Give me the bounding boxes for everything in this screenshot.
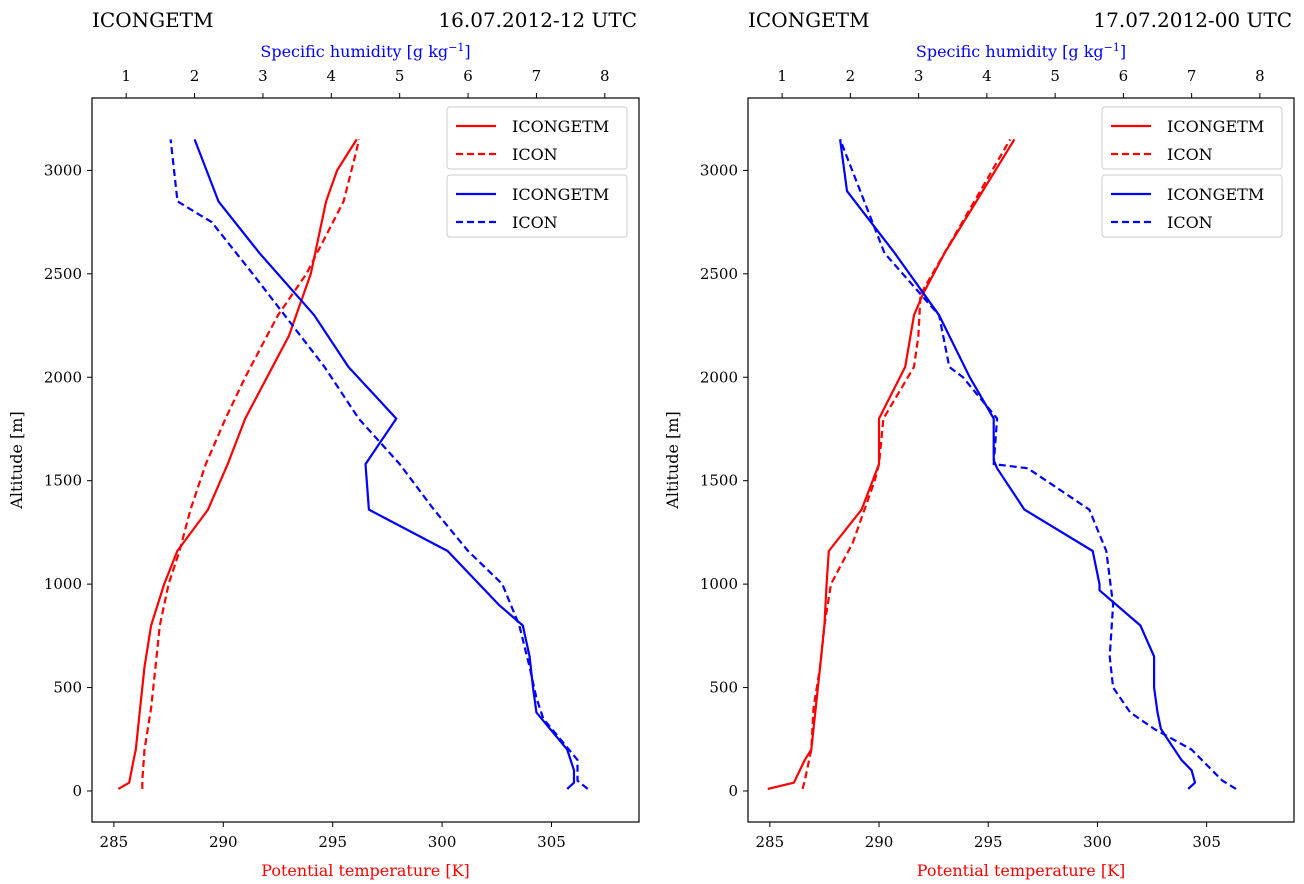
chart-panel-left: ICONGETM 16.07.2012-12 UTC Specific humidi… <box>7 8 640 880</box>
humidity-icon-line <box>839 138 1237 790</box>
x2-tick-label: 4 <box>327 67 337 85</box>
x-tick-label: 295 <box>974 833 1003 851</box>
x2-tick-label: 4 <box>982 67 992 85</box>
temperature-icon-line <box>141 139 360 789</box>
y-axis-label: Altitude [m] <box>663 411 682 509</box>
x2-axis-label: Specific humidity [g kg−1] <box>260 41 470 61</box>
x2-tick-label: 3 <box>258 67 268 85</box>
plot-frame <box>747 97 1295 823</box>
y-tick-label: 1000 <box>44 575 82 593</box>
y-tick-label: 500 <box>53 679 82 697</box>
y-tick-label: 3000 <box>700 161 738 179</box>
x2-tick-label: 5 <box>395 67 405 85</box>
y-tick-label: 2000 <box>44 368 82 386</box>
legend-label: ICON <box>512 145 558 164</box>
x-tick-label: 300 <box>1083 833 1112 851</box>
legend-label: ICON <box>1167 145 1213 164</box>
y-axis-label: Altitude [m] <box>7 411 26 509</box>
chart-title-right: 17.07.2012-00 UTC <box>1093 8 1292 32</box>
x2-tick-label: 8 <box>600 67 610 85</box>
chart-title-left: ICONGETM <box>748 8 870 32</box>
x2-axis-label: Specific humidity [g kg−1] <box>916 41 1126 61</box>
temperature-icongetm-line <box>117 138 358 790</box>
chart-title-right: 16.07.2012-12 UTC <box>438 8 637 32</box>
chart-title-left: ICONGETM <box>92 8 214 32</box>
legend-label: ICONGETM <box>1167 185 1264 204</box>
x-tick-label: 285 <box>756 833 785 851</box>
x-tick-label: 285 <box>100 833 129 851</box>
x2-tick-label: 1 <box>777 67 787 85</box>
x2-tick-label: 2 <box>846 67 856 85</box>
x-axis-label: Potential temperature [K] <box>917 861 1126 880</box>
x2-tick-label: 6 <box>463 67 473 85</box>
y-tick-label: 1500 <box>700 472 738 490</box>
x2-tick-label: 3 <box>914 67 924 85</box>
temperature-icon-line <box>801 138 1012 790</box>
plot-frame <box>91 97 640 823</box>
y-tick-label: 0 <box>728 782 738 800</box>
x-tick-label: 290 <box>865 833 894 851</box>
legend-label: ICONGETM <box>1167 117 1264 136</box>
legend-label: ICONGETM <box>512 185 609 204</box>
y-tick-label: 0 <box>72 782 82 800</box>
x-axis-label: Potential temperature [K] <box>261 861 470 880</box>
x-tick-label: 295 <box>318 833 347 851</box>
x2-tick-label: 5 <box>1050 67 1060 85</box>
x2-tick-label: 7 <box>1187 67 1197 85</box>
y-tick-label: 2000 <box>700 368 738 386</box>
legend-label: ICON <box>512 213 558 232</box>
x2-tick-label: 7 <box>532 67 542 85</box>
x-tick-label: 300 <box>428 833 457 851</box>
y-tick-label: 1500 <box>44 472 82 490</box>
y-tick-label: 1000 <box>700 575 738 593</box>
legend-label: ICONGETM <box>512 117 609 136</box>
legend-label: ICON <box>1167 213 1213 232</box>
x2-tick-label: 8 <box>1255 67 1265 85</box>
humidity-icongetm-line <box>839 139 1197 790</box>
x-tick-label: 305 <box>1192 833 1221 851</box>
y-tick-label: 3000 <box>44 161 82 179</box>
temperature-icongetm-line <box>767 138 1016 790</box>
humidity-icon-line <box>169 139 589 790</box>
y-tick-label: 2500 <box>700 265 738 283</box>
x-tick-label: 290 <box>209 833 238 851</box>
y-tick-label: 2500 <box>44 265 82 283</box>
humidity-icongetm-line <box>193 139 576 790</box>
chart-panel-right: ICONGETM 17.07.2012-00 UTC Specific humidi… <box>663 8 1295 880</box>
x2-tick-label: 2 <box>190 67 200 85</box>
y-tick-label: 500 <box>709 679 738 697</box>
x2-tick-label: 1 <box>121 67 131 85</box>
x2-tick-label: 6 <box>1119 67 1129 85</box>
x-tick-label: 305 <box>537 833 566 851</box>
